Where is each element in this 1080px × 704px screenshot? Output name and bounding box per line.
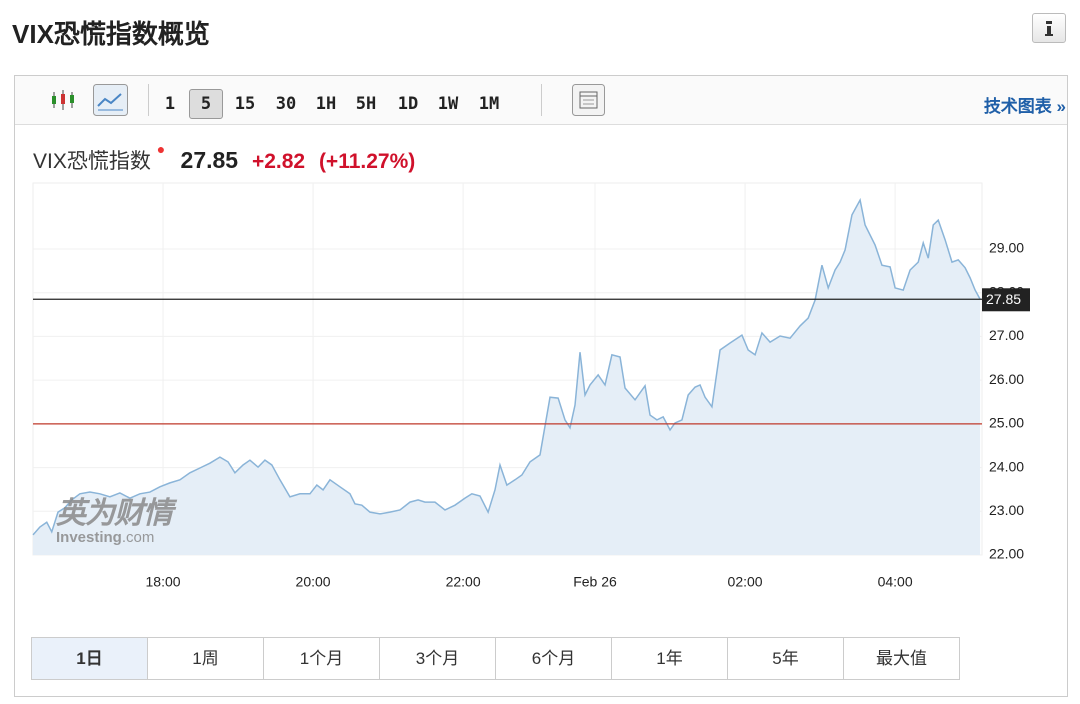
interval-button[interactable]: 5	[189, 89, 223, 119]
watermark-cn: 英为财情	[56, 497, 173, 530]
interval-button[interactable]: 1D	[397, 94, 419, 114]
y-tick-label: 26.00	[989, 371, 1024, 387]
line	[32, 197, 981, 536]
y-tick-label: 23.00	[989, 502, 1024, 518]
widget-frame	[14, 75, 1068, 697]
interval-button[interactable]: 15	[234, 94, 256, 114]
x-tick-label: 20:00	[296, 574, 331, 590]
change-percent: (+11.27%)	[318, 150, 416, 173]
range-tab[interactable]: 1日	[32, 638, 148, 679]
area	[33, 200, 981, 556]
technical-chart-link[interactable]: 技术图表 »	[983, 97, 1066, 116]
range-tabs: 1日 1周 1个月 3个月 6个月 1年 5年 最大值	[31, 637, 960, 680]
y-tick-label: 22.00	[989, 546, 1024, 562]
info-icon	[1045, 21, 1053, 36]
line-icon[interactable]	[93, 84, 128, 116]
interval-button[interactable]: 30	[275, 94, 297, 114]
range-tab[interactable]: 1个月	[264, 638, 380, 679]
x-tick-label: Feb 26	[573, 574, 617, 590]
y-tick-label: 24.00	[989, 458, 1024, 474]
y-tick-label: 25.00	[989, 415, 1024, 431]
y-tick-label: 27.00	[989, 327, 1024, 343]
info-button[interactable]	[1032, 13, 1066, 43]
range-tab[interactable]: 5年	[728, 638, 844, 679]
instrument-name: VIX恐慌指数	[33, 150, 151, 173]
watermark-suffix: .com	[121, 529, 155, 546]
interval-button[interactable]: 1M	[478, 94, 500, 114]
live-dot: ●	[156, 141, 166, 157]
interval-button[interactable]: 1H	[315, 94, 337, 114]
range-tab[interactable]: 1年	[612, 638, 728, 679]
range-tab[interactable]: 1周	[148, 638, 264, 679]
y-tick-label: 29.00	[989, 240, 1024, 256]
x-tick-label: 22:00	[446, 574, 481, 590]
quote-line: VIX恐慌指数 ● 27.85 +2.82 (+11.27%)	[33, 141, 416, 175]
candle-icon[interactable]	[49, 86, 79, 114]
x-tick-label: 04:00	[878, 574, 913, 590]
separator	[148, 84, 149, 116]
price-tag	[982, 288, 1030, 312]
price: 27.85	[180, 147, 239, 173]
page-title: VIX恐慌指数概览	[12, 19, 210, 49]
range-tab[interactable]: 3个月	[380, 638, 496, 679]
interval-button[interactable]: 1	[164, 94, 176, 114]
separator	[541, 84, 542, 116]
interval-button[interactable]: 1W	[437, 94, 459, 114]
x-tick-label: 18:00	[146, 574, 181, 590]
watermark-en: Investing	[56, 529, 122, 546]
toolbar: 1 5 15 30 1H 5H 1D 1W 1M	[15, 76, 1067, 125]
range-tab[interactable]: 6个月	[496, 638, 612, 679]
table-icon[interactable]	[572, 84, 605, 116]
x-tick-label: 02:00	[728, 574, 763, 590]
range-tab[interactable]: 最大值	[876, 649, 927, 668]
interval-button[interactable]: 5H	[355, 94, 377, 114]
price-tag-label: 27.85	[986, 291, 1021, 307]
chart: 22.0023.0024.0025.0026.0027.0028.0029.00…	[32, 182, 1030, 590]
change: +2.82	[251, 150, 306, 173]
watermark: 英为财情 Investing.com	[56, 497, 173, 546]
